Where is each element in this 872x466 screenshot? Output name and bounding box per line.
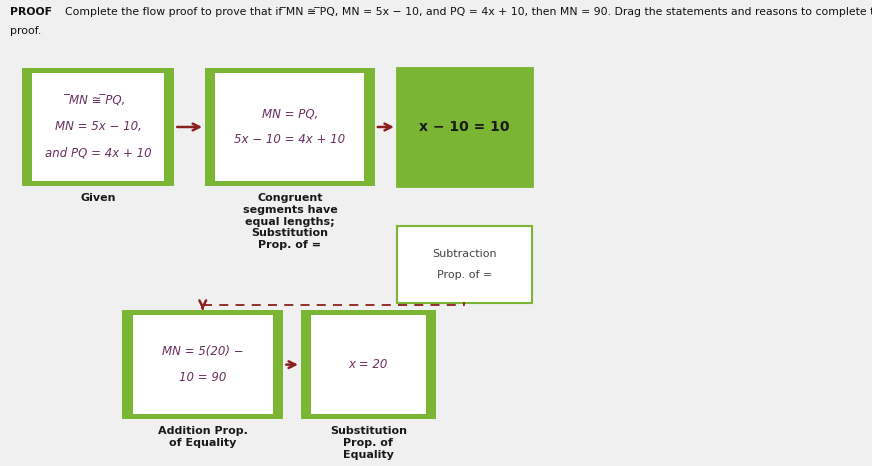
Text: MN = 5x − 10,: MN = 5x − 10, [55, 121, 141, 133]
Text: Subtraction: Subtraction [432, 249, 497, 259]
Text: Substitution
Prop. of
Equality: Substitution Prop. of Equality [330, 426, 407, 459]
FancyBboxPatch shape [32, 73, 164, 181]
Text: Prop. of =: Prop. of = [437, 270, 492, 280]
Text: PROOF: PROOF [10, 7, 52, 17]
Text: x − 10 = 10: x − 10 = 10 [419, 120, 509, 134]
FancyBboxPatch shape [22, 68, 174, 186]
Text: 5x − 10 = 4x + 10: 5x − 10 = 4x + 10 [235, 133, 345, 146]
FancyBboxPatch shape [122, 310, 283, 419]
Text: Given: Given [80, 193, 116, 203]
Text: x = 20: x = 20 [349, 358, 388, 371]
FancyBboxPatch shape [205, 68, 375, 186]
Text: Complete the flow proof to prove that if ̅MN ≅ ̅PQ, MN = 5x − 10, and PQ = 4x + : Complete the flow proof to prove that if… [65, 7, 872, 17]
FancyBboxPatch shape [311, 315, 426, 414]
Text: ̅MN ≅ ̅PQ,: ̅MN ≅ ̅PQ, [70, 95, 126, 108]
FancyBboxPatch shape [397, 68, 532, 186]
FancyBboxPatch shape [215, 73, 364, 181]
Text: proof.: proof. [10, 26, 42, 35]
Text: Addition Prop.
of Equality: Addition Prop. of Equality [158, 426, 248, 448]
Text: MN = PQ,: MN = PQ, [262, 108, 318, 121]
FancyBboxPatch shape [133, 315, 273, 414]
Text: and PQ = 4x + 10: and PQ = 4x + 10 [44, 146, 152, 159]
Text: Congruent
segments have
equal lengths;
Substitution
Prop. of =: Congruent segments have equal lengths; S… [242, 193, 337, 250]
Text: MN = 5(20) −: MN = 5(20) − [162, 345, 243, 358]
FancyBboxPatch shape [397, 226, 532, 303]
FancyBboxPatch shape [301, 310, 436, 419]
Text: 10 = 90: 10 = 90 [179, 371, 227, 384]
